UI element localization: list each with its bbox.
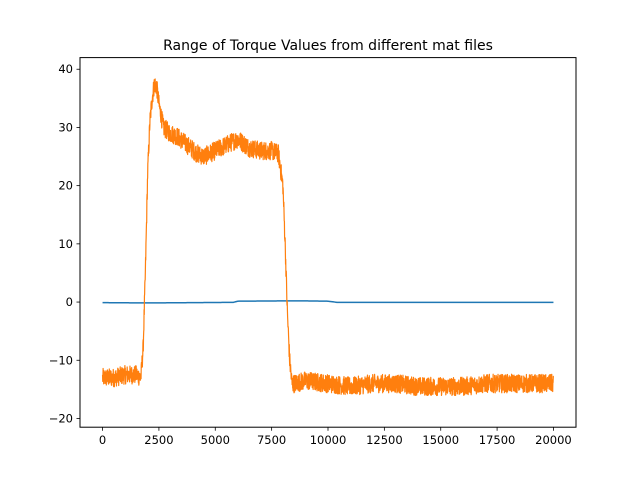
series-line-1 [102,300,554,304]
series-line-2 [101,78,555,397]
x-tick-label: 20000 [535,433,572,447]
x-tick-label: 15000 [422,433,459,447]
x-tick-label: 7500 [257,433,286,447]
x-tick-label: 5000 [201,433,230,447]
y-axis: −20 −10 0 10 20 30 40 [49,62,80,425]
x-tick-label: 10000 [310,433,347,447]
x-tick-label: 0 [99,433,106,447]
plot-frame [79,57,577,428]
y-tick-label: 20 [58,179,73,193]
y-tick-label: 10 [58,237,73,251]
y-tick-label: −20 [49,411,73,425]
plot-lines [101,78,555,397]
x-tick-label: 17500 [479,433,516,447]
y-tick-label: 40 [58,62,73,76]
x-axis: 0 2500 5000 7500 10000 12500 15000 17500 20000 [99,427,572,447]
y-tick-label: 30 [58,120,73,134]
x-tick-label: 12500 [366,433,403,447]
x-tick-label: 2500 [144,433,173,447]
chart-title: Range of Torque Values from different ma… [163,38,493,54]
y-tick-label: 0 [66,295,73,309]
y-tick-label: −10 [49,353,73,367]
